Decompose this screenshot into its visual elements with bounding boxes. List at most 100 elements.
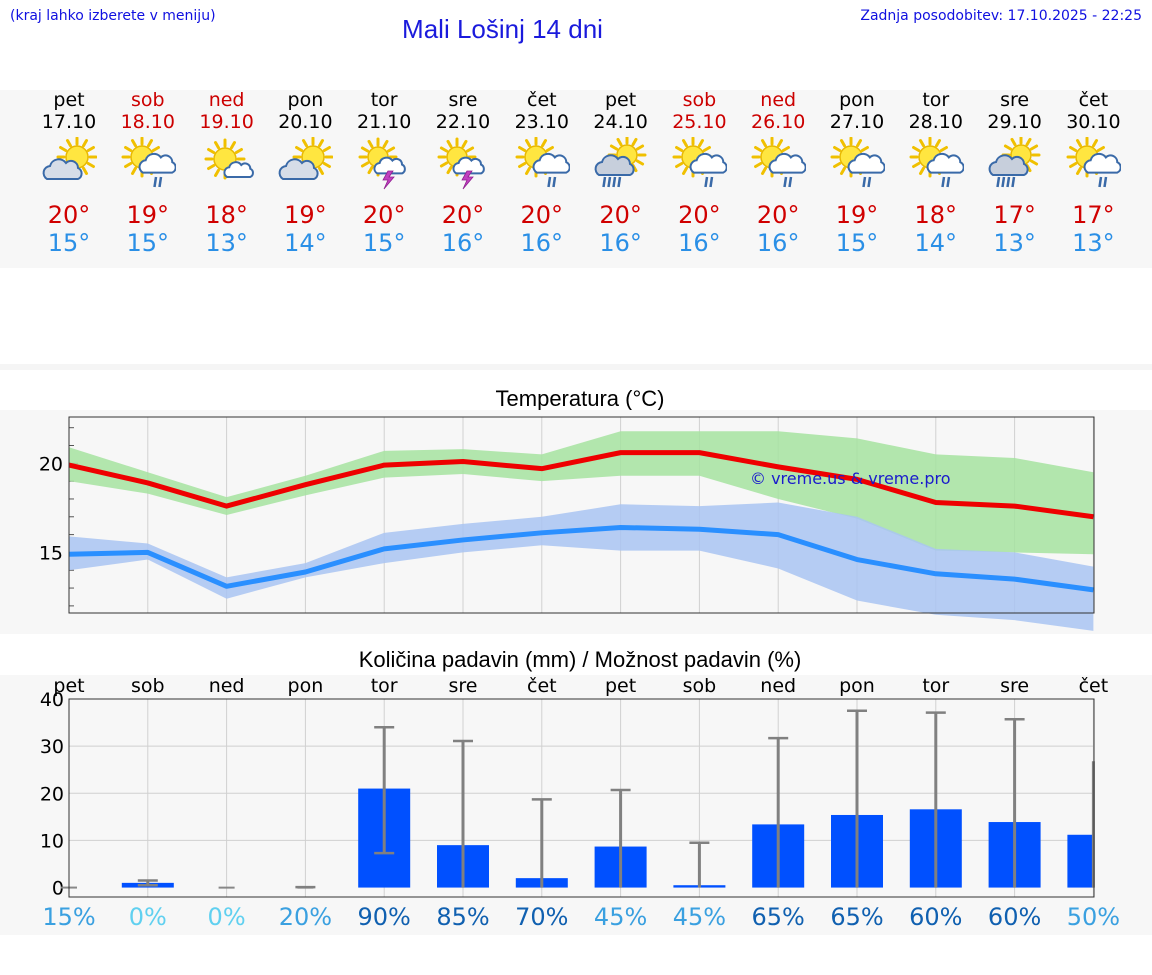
plot-frame xyxy=(68,698,1095,898)
daily-forecast-strip xyxy=(0,90,1152,268)
min-temperature: 16° xyxy=(678,229,721,257)
day-name: čet xyxy=(527,89,557,111)
day-name: čet xyxy=(1078,89,1109,111)
max-temperature: 18° xyxy=(205,201,248,229)
precipitation-probability: 15% xyxy=(42,903,96,931)
max-temperature: 20° xyxy=(441,201,485,229)
y-tick-label: 0 xyxy=(52,878,64,900)
precipitation-probability: 70% xyxy=(515,903,569,931)
max-temperature: 18° xyxy=(914,201,958,229)
min-temperature: 14° xyxy=(914,229,958,257)
max-temperature: 20° xyxy=(599,201,642,229)
precipitation-day-label: čet xyxy=(527,675,557,697)
precipitation-day-label: pon xyxy=(839,675,875,697)
day-column: pon 27.10 19° 15° xyxy=(817,89,897,257)
precipitation-day-label: ned xyxy=(760,675,797,697)
max-temperature: 19° xyxy=(126,201,170,229)
sun-cloud-rain-icon xyxy=(751,137,807,188)
day-column: sob 18.10 19° 15° xyxy=(108,89,188,257)
sun-cloud-rain-icon xyxy=(909,137,964,188)
max-temperature: 20° xyxy=(520,201,564,229)
precipitation-day-label: sre xyxy=(1000,675,1030,697)
min-temperature: 16° xyxy=(441,229,485,257)
max-temperature: 20° xyxy=(756,201,800,229)
day-column: ned 26.10 20° 16° xyxy=(738,89,818,257)
day-column: tor 21.10 20° 15° xyxy=(344,89,424,257)
max-temperature: 20° xyxy=(47,201,91,229)
day-name: ned xyxy=(760,89,797,111)
min-temperature: 16° xyxy=(599,229,642,257)
temperature-chart: 15 20 © vreme.us & vreme.pro xyxy=(39,416,1095,631)
day-date: 24.10 xyxy=(593,111,648,133)
precipitation-day-label: čet xyxy=(1078,675,1109,697)
max-temperature-line xyxy=(68,450,1094,520)
precipitation-day-label: tor xyxy=(922,675,950,697)
day-column: tor 28.10 18° 14° xyxy=(896,89,976,257)
min-temperature-range-band xyxy=(69,502,1094,631)
min-temperature: 16° xyxy=(756,229,800,257)
y-tick-label: 20 xyxy=(40,783,64,805)
day-date: 21.10 xyxy=(356,111,412,133)
day-name: sob xyxy=(131,89,165,111)
plot-frame xyxy=(68,416,1095,614)
max-temperature: 17° xyxy=(1072,201,1115,229)
min-temperature: 15° xyxy=(126,229,170,257)
precipitation-probability: 50% xyxy=(1066,903,1121,931)
day-column: sre 29.10 17° 13° xyxy=(975,89,1055,257)
sun-small-cloud-icon xyxy=(204,138,254,180)
day-date: 27.10 xyxy=(829,111,885,133)
day-column: sob 25.10 20° 16° xyxy=(659,89,739,257)
day-date: 30.10 xyxy=(1066,111,1121,133)
page-title: Mali Lošinj 14 dni xyxy=(402,14,603,44)
max-temperature-range-band xyxy=(69,431,1094,555)
day-name: sre xyxy=(448,89,478,111)
min-temperature-line xyxy=(68,524,1094,593)
sun-cloud-rain-icon xyxy=(830,137,885,188)
precipitation-day-label: pet xyxy=(53,675,85,697)
day-column: pon 20.10 19° 14° xyxy=(265,89,345,257)
sun-cloud-rain-icon xyxy=(1066,137,1122,188)
precipitation-day-label: sre xyxy=(448,675,478,697)
day-name: tor xyxy=(922,89,950,111)
sun-cloud-heavy-rain-icon xyxy=(988,137,1041,188)
precipitation-chart-title: Količina padavin (mm) / Možnost padavin … xyxy=(358,647,802,672)
day-column: pet 17.10 20° 15° xyxy=(29,89,109,257)
precipitation-probability: 45% xyxy=(672,903,727,931)
y-tick-label: 10 xyxy=(40,830,64,852)
day-date: 20.10 xyxy=(278,111,333,133)
precipitation-day-label: pet xyxy=(604,675,637,697)
day-column: sre 22.10 20° 16° xyxy=(423,89,503,257)
day-name: pet xyxy=(53,89,85,111)
sun-thunderstorm-icon xyxy=(437,137,485,190)
precipitation-chart: 0 10 20 30 40 xyxy=(40,689,1095,900)
precipitation-probability: 60% xyxy=(987,903,1042,931)
precipitation-day-label: ned xyxy=(208,675,245,697)
day-date: 29.10 xyxy=(987,111,1042,133)
precipitation-probability: 85% xyxy=(436,903,490,931)
min-temperature: 13° xyxy=(993,229,1036,257)
precipitation-probability: 60% xyxy=(909,903,963,931)
day-name: sre xyxy=(1000,89,1030,111)
day-name: pon xyxy=(839,89,875,111)
min-temperature: 15° xyxy=(47,229,91,257)
precipitation-bar xyxy=(1067,834,1094,888)
precipitation-probability: 65% xyxy=(830,903,884,931)
max-temperature: 19° xyxy=(284,201,327,229)
day-date: 23.10 xyxy=(514,111,569,133)
y-tick-label: 30 xyxy=(40,736,64,758)
y-tick-label: 20 xyxy=(39,453,63,475)
day-name: pet xyxy=(604,89,637,111)
sun-cloud-rain-icon xyxy=(515,137,570,188)
precipitation-day-label: sob xyxy=(131,675,165,697)
day-name: tor xyxy=(370,89,398,111)
sun-cloud-heavy-rain-icon xyxy=(594,137,647,188)
day-name: pon xyxy=(287,89,324,111)
last-update: Zadnja posodobitev: 17.10.2025 - 22:25 xyxy=(860,8,1142,24)
precipitation-probability: 65% xyxy=(751,903,805,931)
day-date: 19.10 xyxy=(199,111,254,133)
precipitation-day-label: sob xyxy=(682,675,717,697)
min-temperature: 14° xyxy=(284,229,327,257)
max-temperature: 17° xyxy=(993,201,1036,229)
day-column: pet 24.10 20° 16° xyxy=(581,89,661,257)
precipitation-probability: 45% xyxy=(593,903,648,931)
